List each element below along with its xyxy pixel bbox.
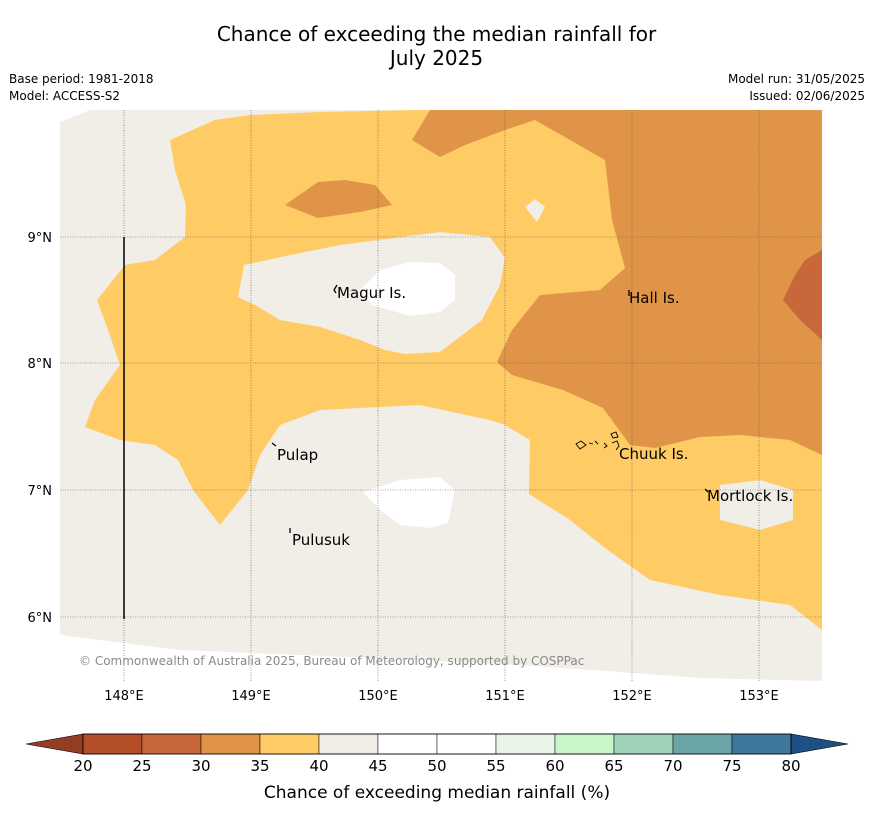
lat-tick: 8°N	[28, 357, 53, 372]
map-area: Magur Is. Hall Is. Pulap Chuuk Is. Mortl…	[60, 110, 822, 681]
place-label: Magur Is.	[337, 284, 406, 302]
colorbar: 20 25 30 35 40 45 50 55 60 65 70 75 80 Chance of exc…	[25, 733, 849, 803]
island-markers	[271, 284, 709, 533]
meta-left: Base period: 1981-2018 Model: ACCESS-S2	[9, 71, 154, 105]
lon-tick: 152°E	[612, 689, 652, 704]
model-run: Model run: 31/05/2025	[727, 72, 865, 86]
colorbar-cell	[259, 733, 320, 755]
region-40-45-notch	[525, 199, 545, 222]
title-line-2: July 2025	[389, 46, 484, 70]
colorbar-cell	[613, 733, 674, 755]
colorbar-cell	[554, 733, 615, 755]
colorbar-label: 60	[545, 757, 564, 775]
colorbar-frame	[82, 733, 792, 755]
grid-lines	[60, 110, 822, 681]
colorbar-label: 50	[427, 757, 446, 775]
base-period: Base period: 1981-2018	[9, 72, 154, 86]
colorbar-cell	[731, 733, 792, 755]
region-25-30	[783, 250, 822, 340]
colorbar-label: 45	[368, 757, 387, 775]
colorbar-cell	[82, 733, 143, 755]
colorbar-label: 40	[309, 757, 328, 775]
colorbar-label: 70	[663, 757, 682, 775]
colorbar-label: 25	[132, 757, 151, 775]
place-label: Pulusuk	[292, 531, 350, 549]
issued-date: Issued: 02/06/2025	[749, 89, 865, 103]
colorbar-cell	[672, 733, 733, 755]
colorbar-label: 35	[250, 757, 269, 775]
lat-tick: 7°N	[28, 484, 53, 499]
colorbar-cell	[200, 733, 261, 755]
lon-tick: 153°E	[739, 689, 779, 704]
colorbar-label: 20	[73, 757, 92, 775]
colorbar-cell	[377, 733, 438, 755]
lon-tick: 148°E	[104, 689, 144, 704]
colorbar-cell	[318, 733, 379, 755]
region-45-55-topleft	[60, 110, 90, 122]
colorbar-label: 65	[604, 757, 623, 775]
colorbar-labels: 20 25 30 35 40 45 50 55 60 65 70 75 80	[73, 757, 800, 775]
model-name: Model: ACCESS-S2	[9, 89, 121, 103]
place-label: Mortlock Is.	[707, 487, 793, 505]
region-30-35-small	[285, 180, 392, 218]
longitude-ticks: 148°E 149°E 150°E 151°E 152°E 153°E	[104, 689, 779, 704]
colorbar-label: 30	[191, 757, 210, 775]
island-chuuk	[575, 431, 620, 451]
colorbar-cells	[82, 733, 792, 755]
colorbar-cell	[436, 733, 497, 755]
meta-right: Model run: 31/05/2025 Issued: 02/06/2025	[728, 71, 865, 105]
lon-tick: 151°E	[485, 689, 525, 704]
island-magur	[333, 284, 338, 294]
lat-tick: 6°N	[28, 611, 53, 626]
colorbar-label: 55	[486, 757, 505, 775]
region-45-55-bottom	[60, 635, 822, 681]
place-label: Chuuk Is.	[619, 445, 688, 463]
place-label: Hall Is.	[629, 289, 680, 307]
lon-tick: 149°E	[231, 689, 271, 704]
colorbar-over-arrow	[790, 733, 849, 755]
colorbar-label: 75	[722, 757, 741, 775]
lat-tick: 9°N	[28, 231, 53, 246]
lon-tick: 150°E	[358, 689, 398, 704]
colorbar-title: Chance of exceeding median rainfall (%)	[264, 783, 610, 803]
region-45-55-north	[360, 262, 455, 316]
latitude-ticks: 9°N 8°N 7°N 6°N	[28, 231, 53, 626]
region-30-35-main	[412, 110, 822, 455]
place-label: Pulap	[277, 446, 318, 464]
colorbar-cell	[495, 733, 556, 755]
colorbar-label: 80	[781, 757, 800, 775]
colorbar-under-arrow	[25, 733, 84, 755]
region-40-45-mortlock	[720, 480, 793, 530]
map-title: Chance of exceeding the median rainfall …	[0, 22, 873, 70]
colorbar-cell	[141, 733, 202, 755]
island-pulap	[271, 442, 277, 447]
title-line-1: Chance of exceeding the median rainfall …	[216, 22, 657, 46]
island-mortlock	[704, 488, 709, 493]
copyright-text: © Commonwealth of Australia 2025, Bureau…	[79, 654, 584, 668]
